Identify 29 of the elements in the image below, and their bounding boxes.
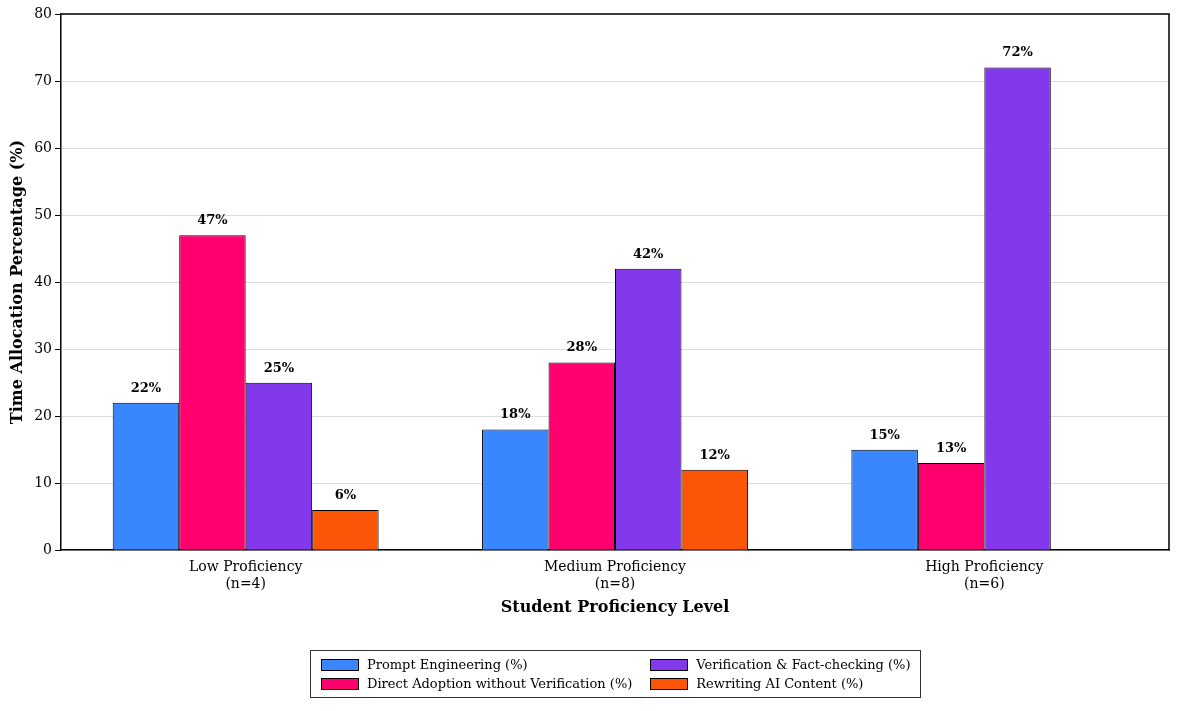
x-tick-label: Medium Proficiency (n=8) [543,558,687,592]
y-tick-label: 80 [34,4,53,21]
data-label: 22% [130,379,162,395]
legend-label: Prompt Engineering (%) [367,657,528,672]
y-tick-label: 70 [34,71,53,88]
y-tick-label: 20 [34,406,53,423]
y-tick-label: 40 [34,272,53,289]
y-tick-label: 30 [34,339,53,356]
data-label: 28% [566,339,598,355]
legend-label: Verification & Fact-checking (%) [696,657,911,672]
data-label: 42% [633,245,665,261]
y-tick-label: 10 [34,473,53,490]
data-label: 12% [699,446,731,462]
x-axis-title: Student Proficiency Level [500,596,730,616]
legend-label: Rewriting AI Content (%) [696,676,864,691]
data-label: 25% [263,359,295,375]
data-label: 72% [1002,44,1034,60]
y-axis-title: Time Allocation Percentage (%) [6,140,26,425]
data-label: 18% [500,406,532,422]
y-tick-label: 0 [43,540,53,557]
data-label: 15% [869,426,901,442]
data-label: 47% [197,212,229,228]
legend-label: Direct Adoption without Verification (%) [367,676,633,691]
x-tick-label: Low Proficiency (n=4) [188,558,303,592]
data-label: 6% [334,486,357,502]
y-tick-label: 50 [34,205,53,222]
data-label: 13% [935,439,967,455]
y-tick-label: 60 [34,138,53,155]
x-tick-label: High Proficiency (n=6) [925,558,1044,592]
